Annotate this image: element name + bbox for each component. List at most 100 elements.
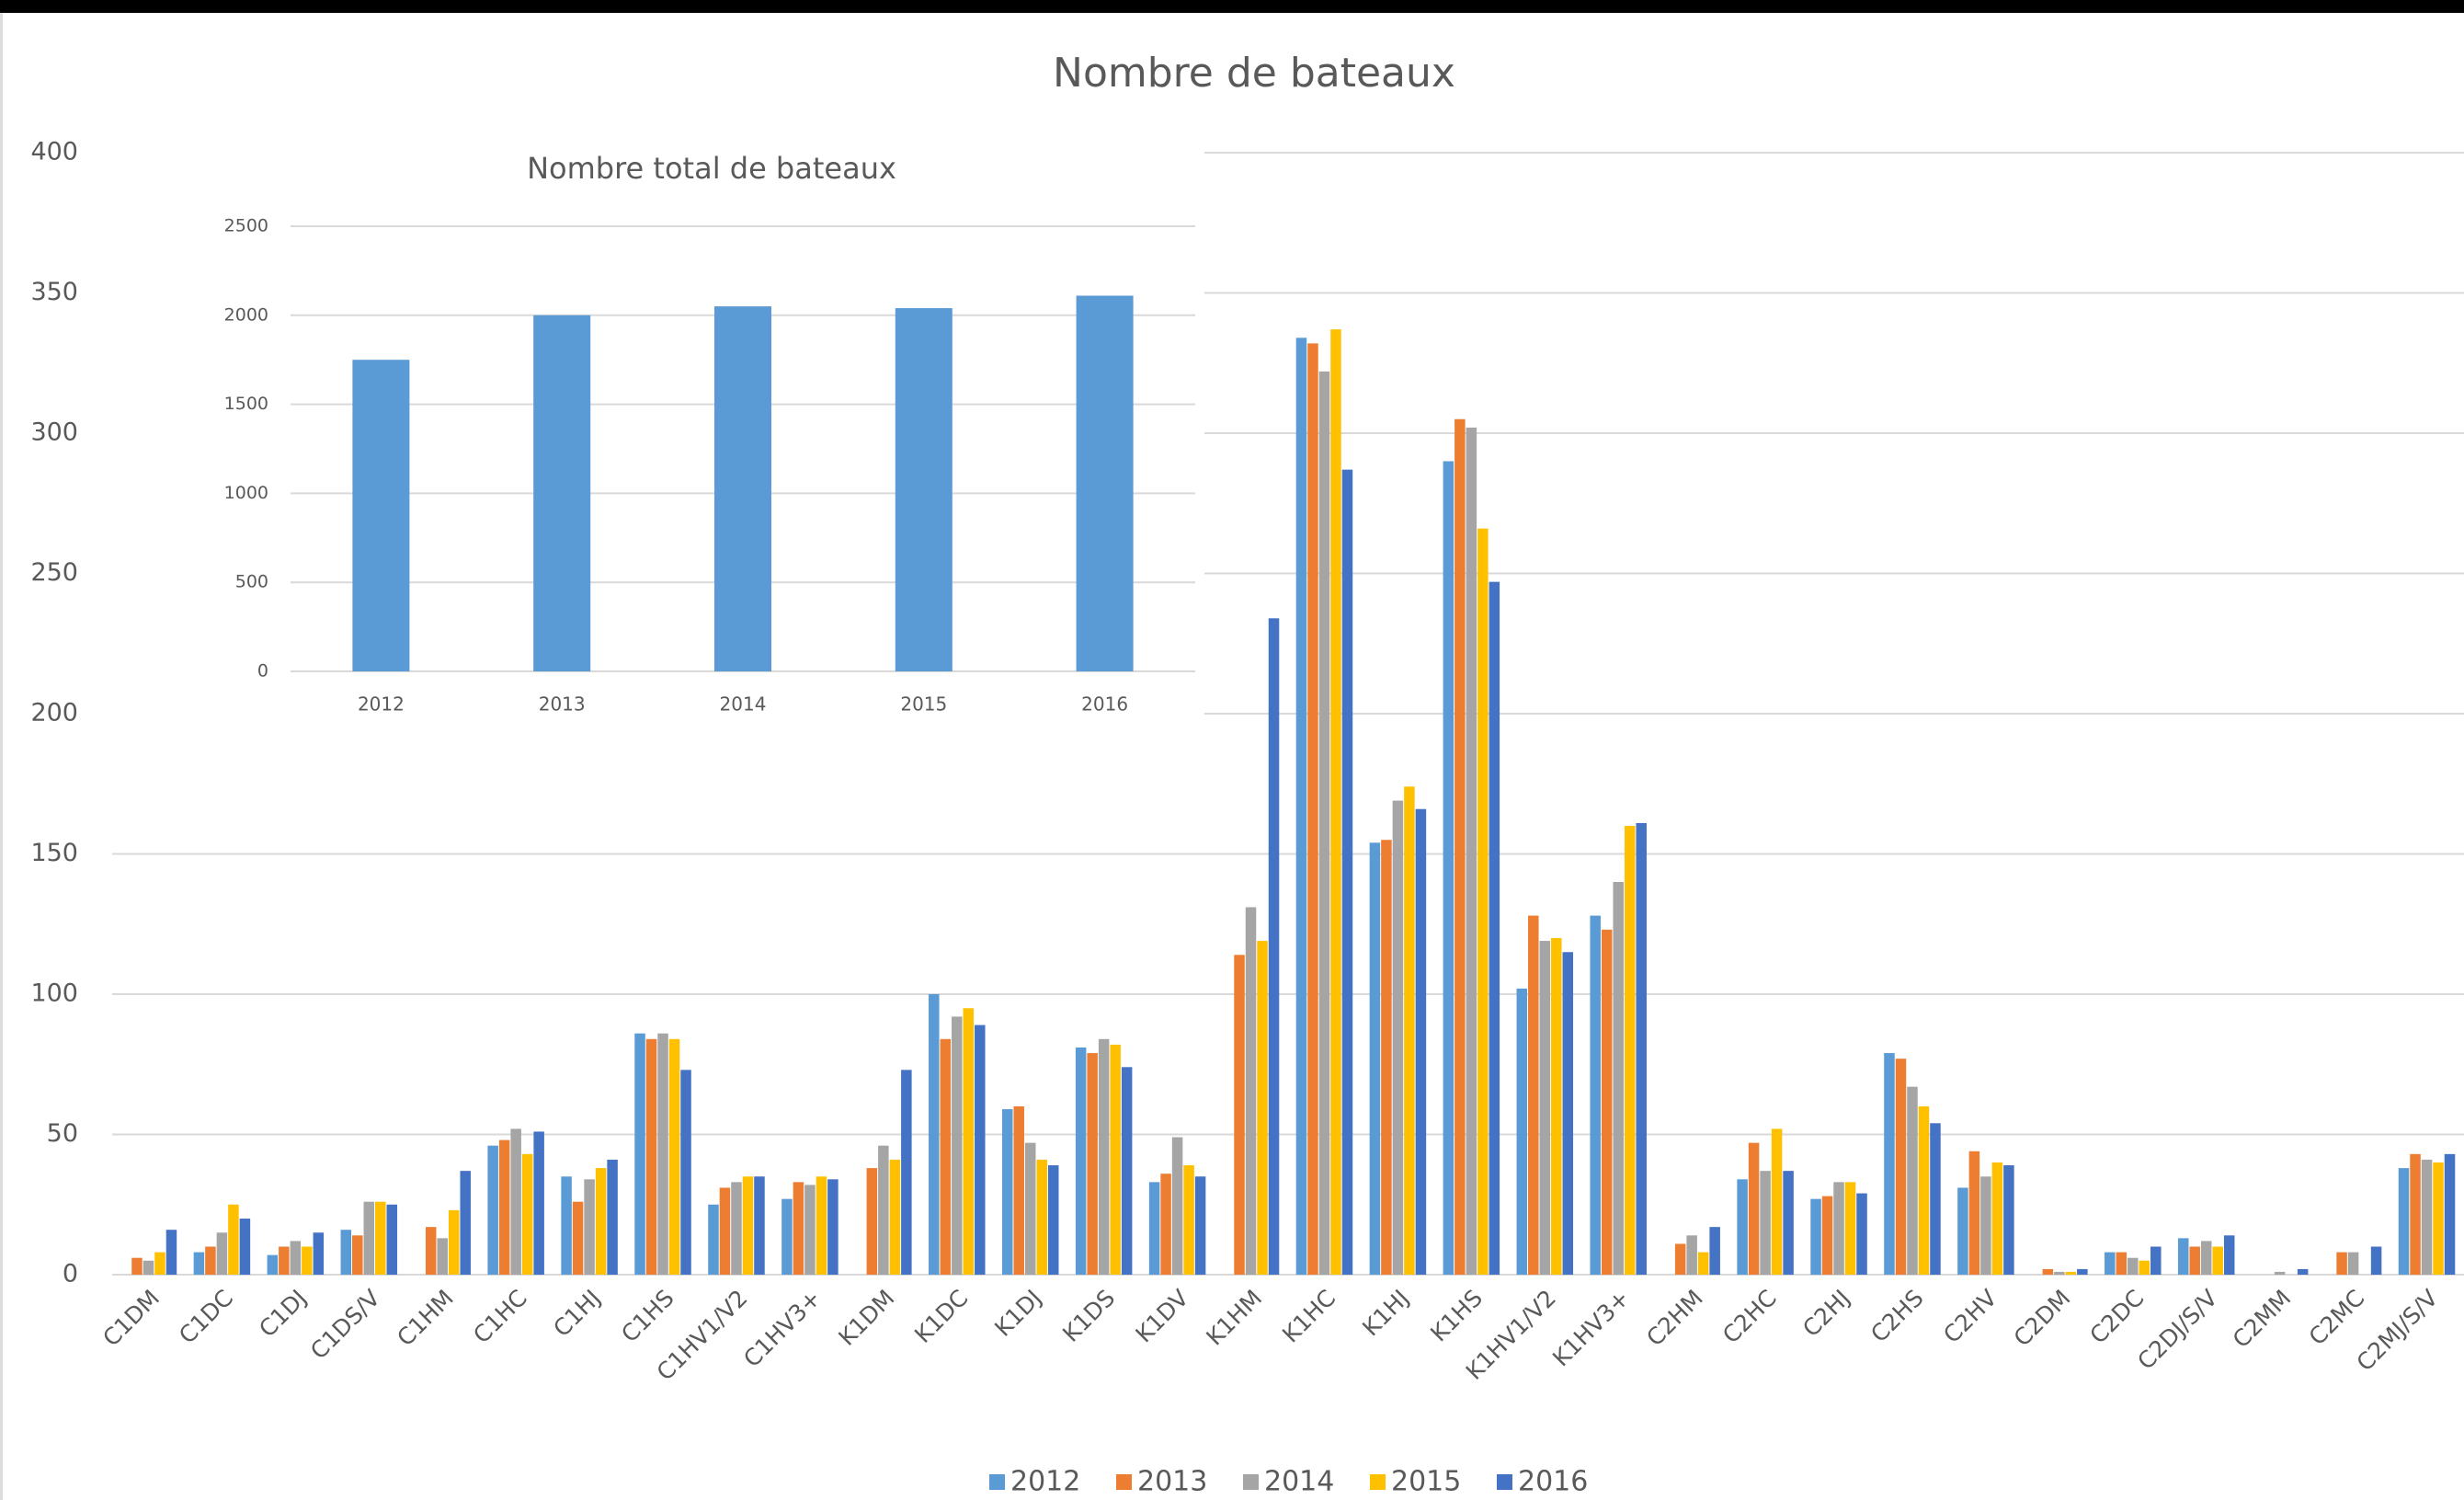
x-tick-label: 2012 bbox=[358, 693, 405, 716]
bar bbox=[1194, 1176, 1206, 1275]
bar bbox=[2433, 1162, 2444, 1275]
y-tick-label: 500 bbox=[235, 572, 268, 592]
bar bbox=[533, 315, 591, 671]
bar bbox=[1318, 371, 1330, 1275]
x-tick-label: C1DS/V bbox=[305, 1285, 385, 1365]
bar bbox=[1183, 1165, 1194, 1275]
inset-background bbox=[110, 147, 1204, 727]
bar bbox=[1551, 938, 1562, 1275]
bar bbox=[2212, 1246, 2223, 1275]
x-tick-label: K1HJ bbox=[1357, 1285, 1414, 1342]
bar bbox=[963, 1008, 975, 1275]
bar bbox=[1001, 1109, 1013, 1275]
bar bbox=[1821, 1196, 1833, 1275]
bar bbox=[2054, 1271, 2065, 1275]
bar bbox=[1968, 1151, 1980, 1275]
bar bbox=[668, 1038, 680, 1275]
chart-title: Nombre total de bateaux bbox=[527, 151, 896, 186]
bar bbox=[1590, 915, 1601, 1275]
bar bbox=[680, 1070, 691, 1275]
y-tick-label: 200 bbox=[30, 699, 78, 727]
bar bbox=[1884, 1053, 1895, 1275]
x-tick-label: C1DJ bbox=[254, 1285, 312, 1343]
bar bbox=[1295, 338, 1307, 1275]
bar bbox=[1624, 826, 1636, 1275]
bar bbox=[352, 360, 410, 671]
x-tick-label: C2MM bbox=[2228, 1285, 2297, 1354]
bar bbox=[719, 1187, 731, 1275]
bar bbox=[1466, 427, 1477, 1275]
y-tick-label: 2500 bbox=[224, 216, 268, 236]
y-tick-label: 0 bbox=[257, 661, 268, 681]
bar bbox=[781, 1198, 793, 1275]
bar bbox=[1381, 840, 1392, 1275]
bar bbox=[302, 1246, 313, 1275]
bar bbox=[498, 1139, 510, 1275]
bar bbox=[131, 1257, 143, 1275]
x-tick-label: 2013 bbox=[539, 693, 586, 716]
x-tick-label: C1HC bbox=[468, 1285, 532, 1349]
bar bbox=[1748, 1142, 1760, 1275]
bar bbox=[742, 1176, 754, 1275]
bar bbox=[205, 1246, 216, 1275]
bar bbox=[1443, 461, 1454, 1275]
legend-label: 2013 bbox=[1137, 1466, 1207, 1498]
bar bbox=[2077, 1268, 2088, 1275]
bar bbox=[340, 1230, 352, 1275]
bar bbox=[889, 1159, 901, 1275]
bar bbox=[929, 994, 940, 1275]
bar bbox=[1918, 1106, 1930, 1275]
bar bbox=[193, 1252, 205, 1275]
bar bbox=[2444, 1153, 2456, 1275]
legend-swatch bbox=[989, 1474, 1005, 1490]
bar bbox=[2398, 1168, 2410, 1275]
bar bbox=[1636, 822, 1647, 1275]
bar bbox=[375, 1201, 386, 1275]
bar bbox=[901, 1070, 912, 1275]
x-tick-label: K1DM bbox=[833, 1285, 899, 1351]
bar bbox=[2223, 1235, 2235, 1275]
bar bbox=[1036, 1159, 1047, 1275]
bar bbox=[1810, 1198, 1821, 1275]
legend-swatch bbox=[1243, 1474, 1259, 1490]
x-tick-label: C2DM bbox=[2009, 1285, 2076, 1352]
y-tick-label: 1500 bbox=[224, 394, 268, 414]
x-tick-label: K1DC bbox=[909, 1285, 973, 1348]
legend-label: 2016 bbox=[1518, 1466, 1588, 1498]
bar bbox=[561, 1176, 572, 1275]
bar bbox=[1341, 469, 1353, 1275]
x-tick-label: K1DJ bbox=[989, 1285, 1046, 1342]
bar bbox=[1907, 1086, 1918, 1275]
bar bbox=[1930, 1123, 1941, 1275]
y-tick-label: 350 bbox=[30, 278, 78, 306]
bar bbox=[2065, 1271, 2077, 1275]
bar bbox=[363, 1201, 375, 1275]
x-tick-label: C2HC bbox=[1717, 1285, 1782, 1349]
bar bbox=[1601, 929, 1613, 1275]
bar bbox=[1404, 786, 1415, 1275]
bar bbox=[1160, 1174, 1171, 1275]
x-tick-label: C2DC bbox=[2084, 1285, 2149, 1349]
bar bbox=[2127, 1257, 2139, 1275]
bar bbox=[1760, 1171, 1771, 1275]
bar bbox=[216, 1232, 228, 1275]
bar bbox=[1771, 1128, 1783, 1275]
bar bbox=[1330, 329, 1341, 1275]
bar bbox=[1110, 1044, 1121, 1275]
bar bbox=[154, 1252, 165, 1275]
x-tick-label: K1HV3+ bbox=[1547, 1285, 1635, 1372]
y-tick-label: 150 bbox=[30, 839, 78, 867]
bar bbox=[267, 1254, 279, 1275]
y-tick-label: 250 bbox=[30, 558, 78, 587]
x-tick-label: K1DV bbox=[1131, 1285, 1194, 1348]
legend-label: 2014 bbox=[1264, 1466, 1334, 1498]
bar bbox=[460, 1171, 471, 1275]
bar bbox=[1562, 952, 1574, 1275]
y-tick-label: 2000 bbox=[224, 304, 268, 325]
bar bbox=[1171, 1137, 1183, 1275]
bar bbox=[2177, 1238, 2189, 1275]
x-tick-label: C1HS bbox=[616, 1285, 679, 1348]
x-tick-label: K1HM bbox=[1201, 1285, 1267, 1351]
